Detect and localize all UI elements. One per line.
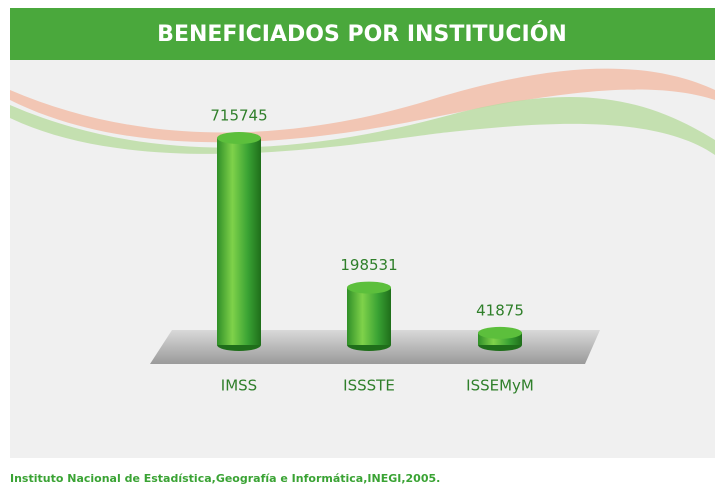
chart: BENEFICIADOS POR INSTITUCIÓN Instituto N… (0, 0, 725, 489)
cylinder-top (347, 282, 391, 294)
cylinder-top (217, 132, 261, 144)
cylinder-top (478, 327, 522, 339)
value-label: 41875 (476, 301, 524, 319)
chart-title: BENEFICIADOS POR INSTITUCIÓN (157, 21, 567, 47)
value-label: 715745 (210, 107, 267, 125)
value-label: 198531 (340, 256, 397, 274)
bar (217, 138, 261, 345)
x-tick-label: ISSSTE (343, 377, 395, 395)
bar (347, 288, 391, 345)
source: Instituto Nacional de Estadística,Geogra… (10, 472, 440, 485)
x-tick-label: IMSS (221, 377, 257, 395)
x-tick-label: ISSEMyM (466, 377, 534, 395)
